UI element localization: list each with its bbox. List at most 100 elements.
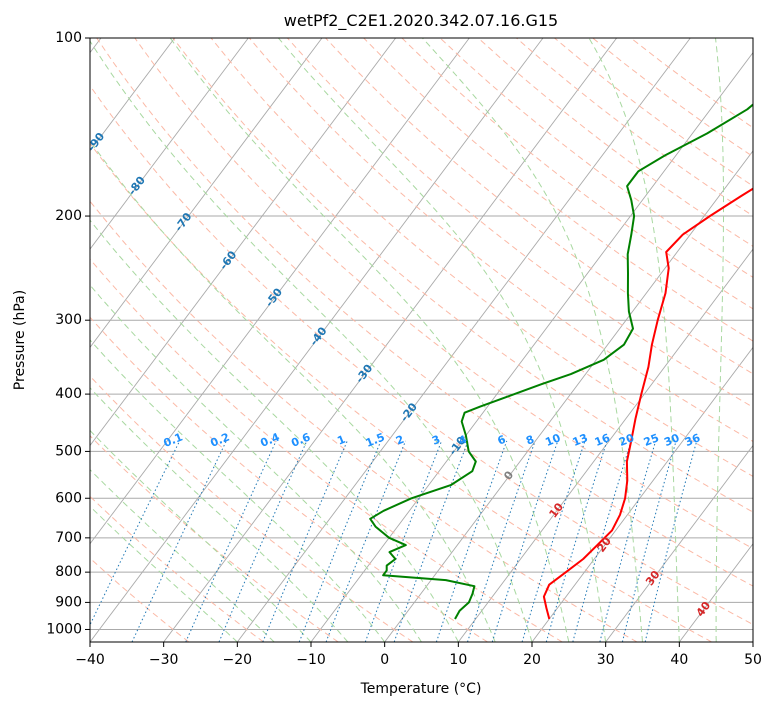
isotherm-line [90,38,544,642]
dry-adiabat [90,316,488,642]
dry-adiabat [90,258,563,642]
dewpoint-line [369,103,753,620]
background-grid [90,38,753,642]
profile-lines [369,103,753,620]
y-tick-label: 700 [55,530,82,546]
x-axis-label: Temperature (°C) [360,681,482,697]
isotherm-label: -90 [85,130,108,154]
isotherm-line [310,51,753,642]
isotherm-line [678,543,753,642]
mixing-ratio-line [491,440,559,642]
mixing-ratio-line [131,440,227,642]
moist-adiabat [90,429,312,642]
y-tick-label: 200 [55,208,82,224]
mixing-ratio-label: 25 [642,431,661,449]
isotherm-label: 30 [643,568,663,588]
moist-adiabat [90,219,459,642]
moist-adiabat [169,38,570,642]
mixing-ratio-line [644,440,698,642]
moist-adiabat [588,38,680,642]
isotherm-line [236,38,691,642]
isotherm-label: 10 [547,500,567,520]
y-axis-ticks: 100 200 300 400 500 600 700 800 900 1000 [46,30,90,637]
isotherm-line [90,38,397,447]
dry-adiabat [401,38,753,310]
dry-adiabat [248,38,753,442]
dry-adiabat [363,38,753,342]
moist-adiabat [715,38,724,642]
isotherm-label: 0 [501,468,516,482]
y-tick-label: 800 [55,564,82,580]
isotherm-line [605,444,753,642]
mixing-ratio-label: 0.2 [209,430,232,449]
mixing-ratio-label: 0.6 [289,430,312,449]
isotherm-line [90,38,323,349]
mixing-ratio-label: 3 [430,433,442,448]
y-tick-label: 300 [55,312,82,328]
isotherm-line [163,38,618,642]
mixing-ratio-line [393,440,469,642]
mixing-ratio-label: 1 [335,433,347,448]
plot-frame [89,37,754,643]
mixing-ratio-label: 16 [593,431,612,449]
x-tick-label: 50 [744,652,762,668]
mixing-ratio-line [218,440,308,642]
isotherm-line [90,38,470,545]
dry-adiabat [90,375,414,642]
dry-adiabat [90,495,264,642]
dry-adiabat [210,38,753,477]
dry-adiabat [554,38,753,187]
x-axis-ticks: −40 −30 −20 −10 0 10 20 30 40 50 [75,642,762,668]
mixing-ratio-line [185,440,277,642]
moist-adiabat [278,38,607,642]
mixing-ratio-line [467,440,536,642]
dry-adiabat [96,38,753,587]
y-tick-label: 1000 [46,621,82,637]
mixing-ratio-label: 8 [524,433,536,448]
moist-adiabat [90,40,533,642]
isotherm-line [752,641,753,642]
isotherm-line [457,248,753,642]
mixing-ratio-line [364,440,443,642]
moist-adiabat [90,339,386,642]
isotherm-label: -70 [172,210,195,234]
isotherm-label: -20 [398,400,421,424]
x-tick-label: −20 [223,652,253,668]
mixing-ratio-line [262,440,348,642]
dry-adiabat [90,142,712,642]
y-tick-label: 400 [55,386,82,402]
dry-adiabat [172,38,753,513]
dry-adiabat [90,557,190,642]
mixing-ratio-line [599,440,657,642]
x-tick-label: −40 [75,652,105,668]
dry-adiabat [134,38,753,550]
y-axis-label: Pressure (hPa) [12,290,28,390]
temperature-line [542,187,753,620]
isotherm-label: -100 [44,80,71,110]
moist-adiabat [90,284,422,642]
mixing-ratio-line [521,440,586,642]
mixing-ratio-label: 30 [662,431,681,449]
mixing-ratio-label: 13 [571,431,590,449]
isotherm-label: -60 [217,248,240,272]
mixing-ratio-lines [90,440,698,642]
dry-adiabat [90,200,638,642]
y-tick-label: 600 [55,490,82,506]
mixing-ratio-line [621,440,677,642]
mixing-ratio-label: 2 [394,433,406,448]
mixing-ratio-label: 6 [496,433,508,448]
mixing-ratio-line [572,440,632,642]
isotherm-line [90,38,176,152]
x-tick-label: 40 [670,652,688,668]
adiabats [90,38,753,642]
x-tick-label: 20 [523,652,541,668]
chart-title: wetPf2_C2E1.2020.342.07.16.G15 [284,11,558,31]
mixing-ratio-label: 0.4 [259,430,282,449]
moist-adiabat [90,468,275,642]
x-tick-label: −30 [149,652,179,668]
x-tick-label: 10 [449,652,467,668]
isotherm-label: -80 [126,174,149,198]
isotherm-label: -50 [263,285,286,309]
y-tick-label: 500 [55,443,82,459]
